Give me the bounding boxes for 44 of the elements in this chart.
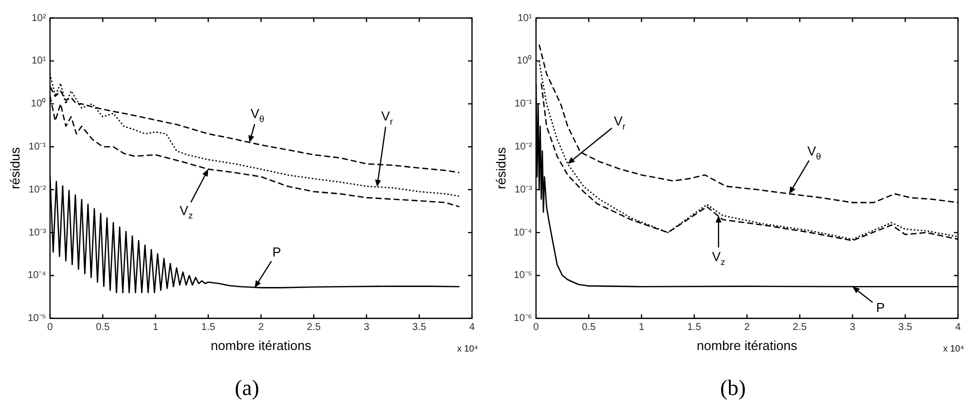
y-tick-label: 10⁻⁶ xyxy=(514,313,532,324)
x-tick-label: 1 xyxy=(152,322,159,334)
x-axis-title: nombre itérations xyxy=(210,338,312,353)
y-tick-label: 10⁻⁵ xyxy=(514,270,532,282)
x-tick-label: 1.5 xyxy=(687,322,702,334)
x-tick-label: 1.5 xyxy=(201,322,216,334)
text: x 10⁴ xyxy=(943,343,964,354)
x-tick-label: 0 xyxy=(533,322,540,334)
x-tick-label: 2 xyxy=(744,322,750,334)
x-tick-label: 4 xyxy=(469,322,476,334)
y-tick-label: 10⁰ xyxy=(30,98,46,110)
text: (a) xyxy=(234,374,260,402)
x-tick-label: 0 xyxy=(47,322,54,334)
annotation: P xyxy=(876,300,885,316)
y-tick-label: 10⁻⁵ xyxy=(28,313,46,324)
y-tick-label: 10¹ xyxy=(32,56,47,67)
x-tick-label: 2.5 xyxy=(306,322,322,334)
text: (b) xyxy=(719,374,747,402)
y-tick-label: 10⁻¹ xyxy=(514,98,533,110)
x-tick-label: 3 xyxy=(850,322,856,334)
y-tick-label: 10¹ xyxy=(518,12,533,24)
x-tick-label: 2.5 xyxy=(792,322,808,334)
y-tick-label: 10⁰ xyxy=(516,54,532,67)
x-tick-label: 0.5 xyxy=(96,322,110,334)
x-tick-label: 1 xyxy=(638,322,645,334)
annotation: P xyxy=(272,244,282,260)
y-tick-label: 10⁻⁴ xyxy=(514,227,532,238)
y-tick-label: 10⁻⁴ xyxy=(28,270,46,282)
text: x 10⁴ xyxy=(457,343,478,354)
y-tick-label: 10² xyxy=(32,12,47,24)
y-tick-label: 10⁻¹ xyxy=(28,141,47,152)
y-tick-label: 10⁻² xyxy=(514,141,533,152)
x-tick-label: 3 xyxy=(364,322,370,334)
x-tick-label: 0.5 xyxy=(582,322,596,334)
y-axis-title: résidus xyxy=(7,146,22,190)
x-tick-label: 3.5 xyxy=(898,322,913,334)
x-tick-label: 2 xyxy=(258,322,264,334)
x-axis-title: nombre itérations xyxy=(696,338,798,353)
y-axis-title: résidus xyxy=(493,146,508,190)
x-tick-label: 4 xyxy=(955,322,962,334)
x-tick-label: 3.5 xyxy=(412,322,427,334)
y-tick-label: 10⁻³ xyxy=(514,184,533,196)
y-tick-label: 10⁻² xyxy=(28,184,47,196)
y-tick-label: 10⁻³ xyxy=(28,227,47,238)
